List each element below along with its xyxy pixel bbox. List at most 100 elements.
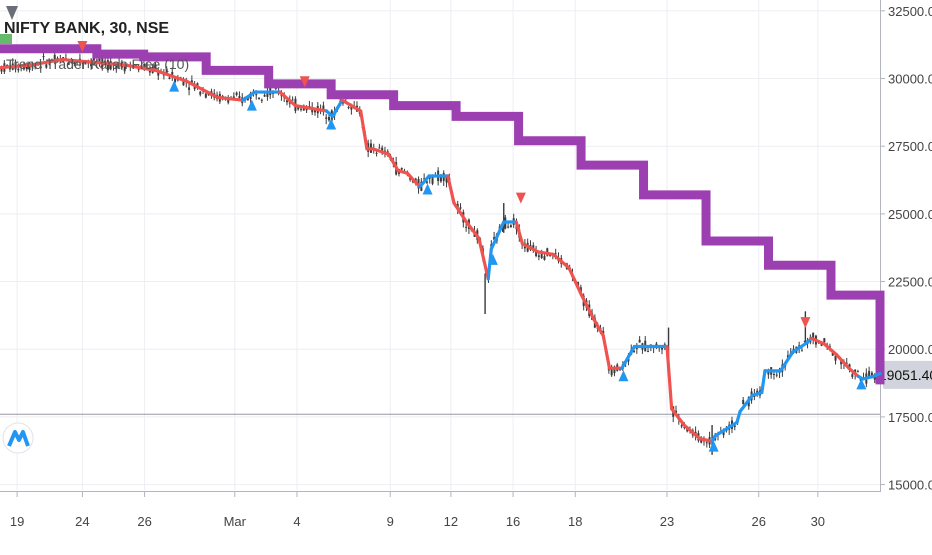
buy-signal-marker xyxy=(618,370,629,382)
candle-body xyxy=(39,66,42,69)
buy-signal-marker xyxy=(169,80,180,92)
candle-body xyxy=(375,152,378,154)
candle-body xyxy=(772,373,775,375)
x-tick-label: 4 xyxy=(293,514,300,529)
x-tick-label: 23 xyxy=(660,514,674,529)
x-tick-label: 9 xyxy=(387,514,394,529)
candle-body xyxy=(439,174,442,182)
trend-segment xyxy=(520,242,540,254)
candle-body xyxy=(722,430,725,436)
trend-segment xyxy=(791,342,807,354)
candle-body xyxy=(647,351,650,353)
candle-body xyxy=(554,253,557,255)
x-tick-label: 26 xyxy=(751,514,765,529)
trend-segment xyxy=(698,436,714,443)
trend-segment xyxy=(514,220,525,246)
trend-segment xyxy=(567,266,584,297)
trend-segment xyxy=(0,63,33,70)
candle-body xyxy=(428,177,431,179)
candle-body xyxy=(204,93,207,98)
trend-segment xyxy=(665,344,674,411)
trend-segment xyxy=(153,68,189,83)
candle-body xyxy=(543,256,546,260)
candle-body xyxy=(263,94,266,97)
signal-markers xyxy=(77,41,867,452)
candle-body xyxy=(165,68,168,76)
candle-body xyxy=(386,151,389,153)
trend-segment xyxy=(452,201,469,224)
candle-body xyxy=(856,371,859,373)
candle-body xyxy=(800,350,803,352)
candle-body xyxy=(845,362,848,364)
candle-body xyxy=(775,374,778,376)
candle-body xyxy=(182,80,185,86)
candle-body xyxy=(347,107,350,109)
trend-segment xyxy=(184,79,204,91)
price-tag[interactable] xyxy=(883,360,932,389)
candle-body xyxy=(680,425,683,427)
candle-body xyxy=(134,64,137,66)
candle-body xyxy=(260,99,263,101)
buy-signal-marker xyxy=(422,183,433,195)
candle-body xyxy=(286,100,289,103)
trend-segment xyxy=(293,103,313,110)
trend-segment xyxy=(396,168,409,175)
x-tick-label: 16 xyxy=(506,514,520,529)
candle-body xyxy=(313,109,316,113)
trend-segment xyxy=(713,420,739,438)
candle-body xyxy=(48,59,51,61)
trend-segment xyxy=(91,60,126,67)
sell-signal-marker xyxy=(800,317,811,329)
x-tick-label: 12 xyxy=(444,514,458,529)
y-tick-label: 30000.00 xyxy=(888,72,932,87)
price-axis-panel xyxy=(880,0,932,550)
trend-segment xyxy=(29,57,64,67)
candle-body xyxy=(613,366,616,374)
trend-segment xyxy=(750,390,764,397)
price-axis[interactable]: 15000.00 17500.00 20000.00 22500.00 25000.00… xyxy=(879,0,932,550)
candle-body xyxy=(258,97,261,99)
x-tick-label: 24 xyxy=(75,514,89,529)
candle-body xyxy=(238,96,241,99)
trend-segment xyxy=(834,353,851,370)
trend-segment xyxy=(822,342,839,357)
y-tick-label: 15000.00 xyxy=(888,478,932,493)
candle-body xyxy=(199,91,202,95)
y-tick-label: 22500.00 xyxy=(888,275,932,290)
y-tick-label: 17500.00 xyxy=(888,410,932,425)
trend-segment xyxy=(847,366,860,378)
candle-body xyxy=(70,62,73,64)
trend-segment xyxy=(371,147,391,156)
candle-body xyxy=(188,87,191,90)
trend-segment xyxy=(760,369,767,395)
candle-body xyxy=(67,62,70,65)
candle-body xyxy=(733,425,736,428)
candle-body xyxy=(42,56,45,58)
candle-body xyxy=(579,287,582,293)
x-tick-label: 30 xyxy=(811,514,825,529)
candle-body xyxy=(638,339,641,343)
candle-body xyxy=(327,116,330,121)
x-tick-label: 18 xyxy=(568,514,582,529)
candle-body xyxy=(227,99,230,103)
trend-segment xyxy=(278,90,298,108)
x-tick-label: 19 xyxy=(10,514,24,529)
trend-segment xyxy=(359,109,369,151)
candle-body xyxy=(235,92,238,95)
candle-body xyxy=(537,255,540,258)
candle-body xyxy=(34,65,37,68)
caret-down-icon[interactable] xyxy=(6,6,18,20)
candle-body xyxy=(291,99,294,101)
candle-body xyxy=(115,65,118,70)
candle-body xyxy=(266,91,269,97)
grid xyxy=(0,0,880,490)
price-tag-label: 19051.40 xyxy=(879,367,932,383)
trend-segment xyxy=(340,98,363,113)
candle-body xyxy=(174,77,177,83)
y-tick-label: 20000.00 xyxy=(888,342,932,357)
trend-segment xyxy=(592,317,605,338)
candle-body xyxy=(870,372,873,377)
time-axis[interactable]: 19 24 26 Mar 4 9 12 16 18 23 26 30 xyxy=(0,491,880,530)
